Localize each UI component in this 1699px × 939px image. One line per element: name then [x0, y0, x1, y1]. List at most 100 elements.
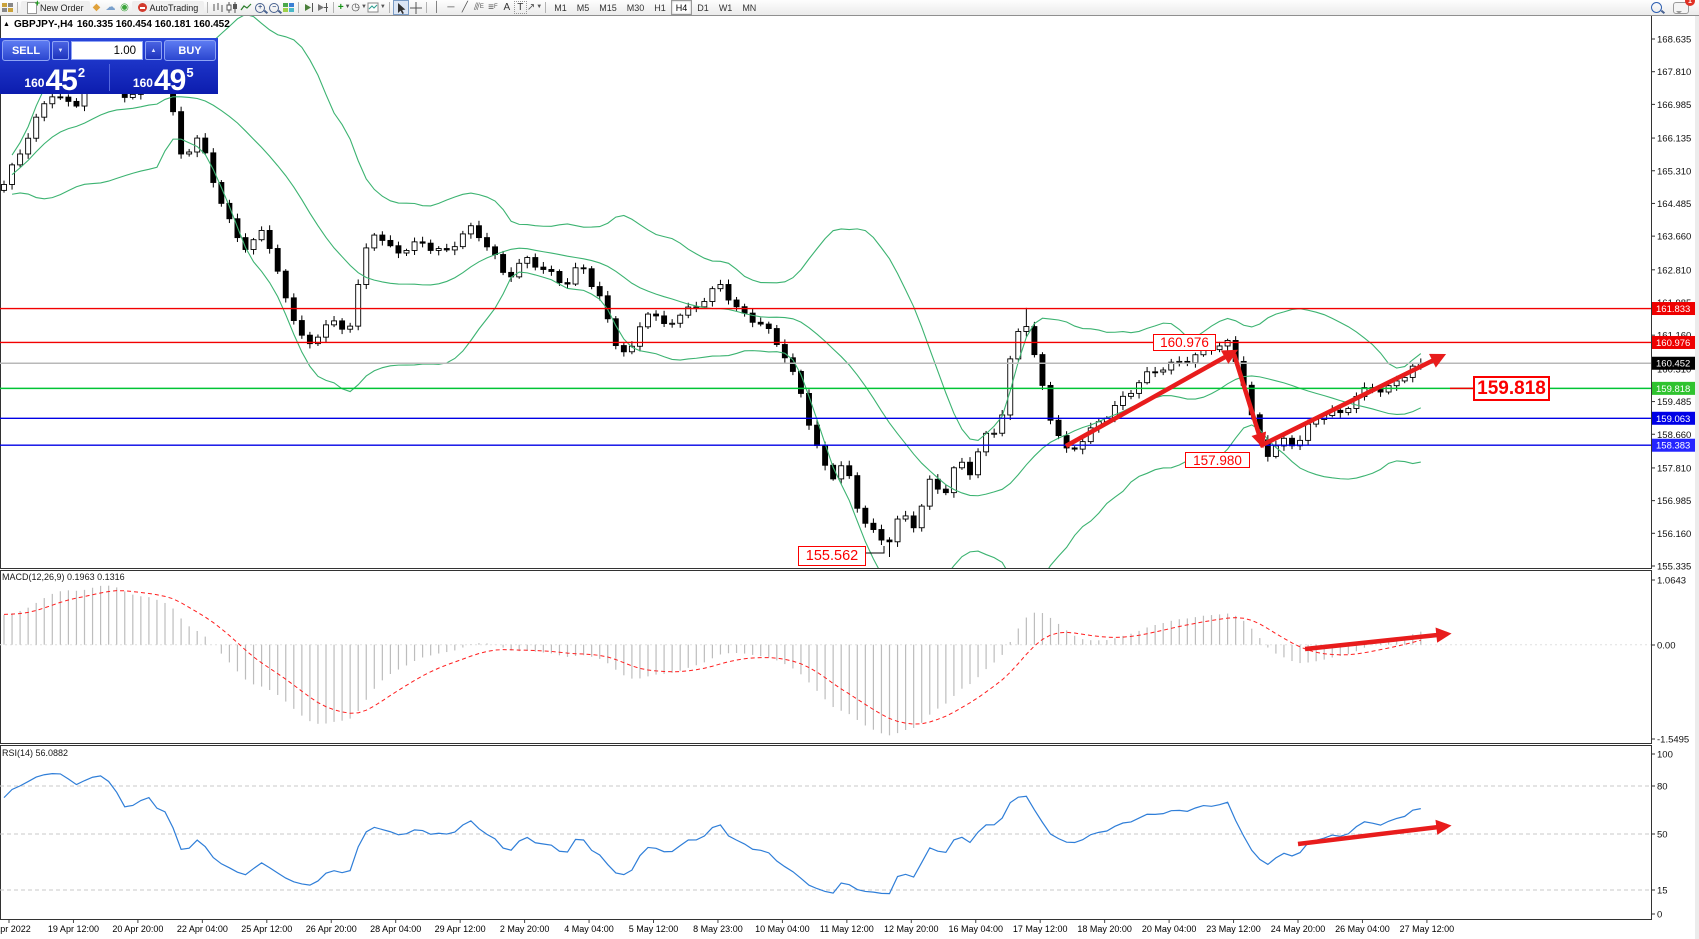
svg-text:-1.5495: -1.5495	[1657, 735, 1689, 746]
timeframe-button-M30[interactable]: M30	[626, 2, 645, 13]
fibonacci-tool-icon[interactable]: ≡ F	[488, 2, 498, 13]
channel-sub-label: E	[479, 4, 484, 10]
sell-price-display[interactable]: 160 45 2	[2, 62, 108, 97]
zoom-in-icon[interactable]: +	[253, 1, 267, 14]
svg-text:18 May 20:00: 18 May 20:00	[1077, 924, 1132, 934]
svg-text:17 May 12:00: 17 May 12:00	[1013, 924, 1068, 934]
chart-window-icon[interactable]	[0, 1, 14, 14]
autotrading-icon	[137, 3, 147, 12]
price-axis[interactable]: 168.635 167.810 166.985 166.135 165.310 164.4…	[1651, 35, 1696, 573]
bar-chart-mode-icon[interactable]	[211, 1, 225, 14]
autotrading-button[interactable]: AutoTrading	[131, 1, 205, 14]
svg-text:166.135: 166.135	[1657, 134, 1691, 145]
trend-arrow	[1297, 819, 1452, 847]
svg-text:11 May 12:00: 11 May 12:00	[820, 924, 874, 934]
svg-text:158.383: 158.383	[1656, 441, 1690, 452]
svg-text:26 Apr 20:00: 26 Apr 20:00	[306, 924, 357, 934]
timeframe-button-H4[interactable]: H4	[670, 0, 693, 15]
tile-windows-icon[interactable]	[281, 1, 295, 14]
volume-increase-button[interactable]: ▲	[145, 41, 162, 60]
new-order-icon	[27, 0, 40, 14]
svg-text:24 May 20:00: 24 May 20:00	[1271, 924, 1326, 934]
buy-button[interactable]: BUY	[164, 40, 216, 61]
svg-text:23 May 12:00: 23 May 12:00	[1206, 924, 1261, 934]
macd-indicator-label: MACD(12,26,9) 0.1963 0.1316	[2, 572, 125, 582]
timeframe-button-M1[interactable]: M1	[554, 2, 567, 13]
sell-price-pips: 45	[45, 64, 77, 97]
svg-text:15: 15	[1657, 886, 1668, 897]
notification-badge: 1	[1685, 0, 1695, 6]
one-click-trading-panel: SELL ▼ ▲ BUY 160 45 2 160 49 5	[0, 38, 218, 97]
crosshair-tool-icon[interactable]	[409, 1, 423, 14]
svg-text:27 May 12:00: 27 May 12:00	[1400, 924, 1455, 934]
ohlc-values: 160.335 160.454 160.181 160.452	[76, 19, 230, 30]
dropdown-arrow-icon: ▼	[379, 4, 386, 10]
toolbar-separator	[17, 2, 18, 13]
time-axis[interactable]: 8 Apr 2022 19 Apr 12:00 20 Apr 20:00 22 Apr…	[0, 920, 1454, 934]
auto-scroll-icon[interactable]	[302, 1, 316, 14]
signals-icon[interactable]: ◉	[120, 2, 129, 13]
macd-signal-value: 0.1316	[97, 572, 125, 582]
templates-icon[interactable]: ▼	[367, 1, 386, 14]
dropdown-arrow-icon: ▼	[344, 4, 351, 10]
chat-icon[interactable]: 1	[1673, 0, 1695, 14]
svg-text:2 May 20:00: 2 May 20:00	[500, 924, 550, 934]
buy-price-display[interactable]: 160 49 5	[111, 62, 217, 96]
svg-text:161.833: 161.833	[1656, 304, 1690, 315]
cursor-tool-icon[interactable]	[392, 0, 409, 15]
indicators-icon[interactable]: + ▼	[337, 2, 351, 13]
timeframe-button-MN[interactable]: MN	[742, 2, 757, 13]
volume-decrease-button[interactable]: ▼	[52, 41, 69, 60]
annotation-dip-157980[interactable]: 157.980	[1185, 452, 1250, 468]
annotation-low-155562[interactable]: 155.562	[798, 546, 866, 566]
timeframe-button-W1[interactable]: W1	[718, 2, 733, 13]
volume-input[interactable]	[71, 41, 143, 60]
annotation-connector-line	[866, 546, 885, 554]
toolbar-separator	[207, 2, 209, 13]
horizontal-line-tool-icon[interactable]: ─	[447, 2, 455, 13]
cloud-icon[interactable]: ☁	[105, 2, 116, 13]
annotation-level-159818[interactable]: 159.818	[1473, 376, 1550, 401]
timeframe-button-M5[interactable]: M5	[576, 2, 590, 13]
sell-button[interactable]: SELL	[2, 40, 50, 61]
annotation-peak-160976[interactable]: 160.976	[1153, 334, 1216, 351]
timeframe-button-M15[interactable]: M15	[599, 2, 617, 13]
candlestick-mode-icon[interactable]	[225, 1, 239, 14]
rsi-value: 56.0882	[35, 748, 69, 758]
highlighter-icon[interactable]: ◆	[92, 2, 101, 13]
toolbar-separator	[425, 2, 427, 13]
svg-text:159.818: 159.818	[1656, 384, 1690, 395]
arrows-tool-icon[interactable]: ↗ ▼	[526, 2, 543, 13]
trend-arrow	[1064, 349, 1239, 448]
rsi-line	[3, 773, 1421, 895]
chart-shift-icon[interactable]	[316, 1, 330, 14]
trend-arrows[interactable]	[1064, 349, 1452, 847]
trend-arrow	[1304, 627, 1452, 652]
zoom-out-icon[interactable]: −	[267, 1, 281, 14]
channel-tool-icon[interactable]: ⫻ E	[473, 2, 484, 13]
search-icon[interactable]	[1649, 1, 1663, 14]
svg-text:159.485: 159.485	[1657, 397, 1691, 408]
macd-panel	[0, 585, 1651, 736]
toolbar-separator	[388, 2, 390, 13]
fibo-sub-label: F	[493, 4, 498, 10]
vertical-line-tool-icon[interactable]: │	[433, 2, 440, 13]
trendline-tool-icon[interactable]: ╱	[461, 2, 468, 13]
timeframe-button-H1[interactable]: H1	[654, 2, 666, 13]
new-order-button[interactable]: New Order	[21, 0, 90, 14]
text-label-tool-icon[interactable]: T	[513, 1, 527, 14]
svg-text:50: 50	[1657, 830, 1668, 841]
svg-text:20 Apr 20:00: 20 Apr 20:00	[112, 924, 163, 934]
dropdown-arrow-icon: ▼	[536, 4, 543, 10]
sell-price-point: 2	[77, 65, 86, 80]
timeframe-button-D1[interactable]: D1	[697, 2, 709, 13]
text-tool-icon[interactable]: A	[503, 2, 511, 13]
periods-icon[interactable]: ◷ ▼	[351, 2, 367, 13]
svg-text:19 Apr 12:00: 19 Apr 12:00	[48, 924, 99, 934]
trade-panel-divider	[108, 64, 110, 91]
line-chart-mode-icon[interactable]	[239, 1, 253, 14]
svg-text:10 May 04:00: 10 May 04:00	[755, 924, 810, 934]
svg-text:166.985: 166.985	[1657, 100, 1691, 111]
